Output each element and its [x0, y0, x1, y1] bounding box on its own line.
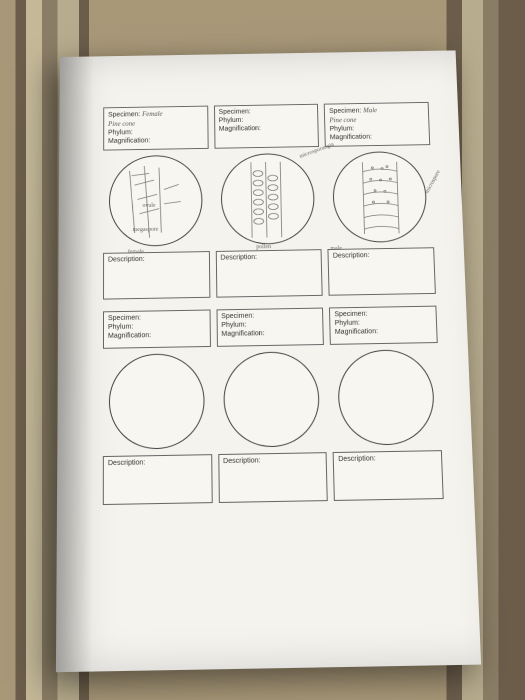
description-cell-6: Description: — [332, 450, 443, 501]
header-row-2: Specimen: Phylum: Magnification: Specime… — [102, 306, 437, 349]
observation-circle-3 — [331, 151, 427, 243]
header-cell-1: Specimen: Female Pine cone Phylum: Magni… — [103, 106, 208, 151]
specimen-value: Female — [142, 110, 162, 118]
specimen-label: Specimen: — [218, 108, 313, 116]
header-cell-4: Specimen: Phylum: Magnification: — [102, 310, 210, 349]
description-cell-5: Description: — [217, 452, 327, 503]
desc-label: Description: — [332, 252, 369, 259]
specimen-value: Male — [363, 107, 377, 115]
header-cell-3: Specimen: Male Pine cone Phylum: Magnifi… — [324, 102, 430, 147]
sketch-longitudinal — [221, 154, 315, 245]
observation-circle-2 — [220, 153, 315, 245]
extra-handwriting: Pine cone — [108, 119, 203, 128]
desc-label: Description: — [108, 256, 145, 263]
circle-row-1: ovule megaspore female microsporangia po… — [103, 151, 434, 247]
mag-label: Magnification: — [329, 133, 424, 141]
phylum-label: Phylum: — [329, 124, 424, 132]
desc-label: Description: — [220, 254, 257, 261]
specimen-label: Specimen: — [221, 312, 318, 321]
specimen-label: Specimen: — [329, 108, 361, 115]
mag-label: Magnification: — [218, 124, 313, 132]
sketch-male-cone — [332, 152, 427, 243]
header-cell-2: Specimen: Phylum: Magnification: — [213, 104, 319, 149]
observation-circle-6 — [336, 349, 435, 446]
circle-row-2 — [102, 349, 441, 450]
description-cell-2: Description: — [215, 249, 323, 298]
description-cell-1: Description: — [103, 251, 210, 300]
description-row-1: Description: Description: Description: — [103, 247, 436, 299]
phylum-label: Phylum: — [218, 116, 313, 124]
header-cell-5: Specimen: Phylum: Magnification: — [216, 308, 324, 347]
phylum-label: Phylum: — [334, 318, 432, 327]
observation-circle-1 — [109, 155, 203, 247]
annotation-pollen: pollen — [256, 244, 271, 250]
observation-circle-5 — [223, 351, 320, 448]
mag-label: Magnification: — [107, 331, 205, 340]
description-row-2: Description: Description: Description: — [102, 450, 443, 505]
mag-label: Magnification: — [221, 329, 319, 338]
worksheet-page: Specimen: Female Pine cone Phylum: Magni… — [55, 50, 480, 672]
annotation-male: male — [330, 246, 342, 252]
mag-label: Magnification: — [334, 327, 432, 336]
sketch-female-cone — [110, 156, 203, 247]
observation-circle-4 — [109, 353, 205, 450]
phylum-label: Phylum: — [221, 320, 318, 329]
desc-label: Description: — [223, 457, 261, 465]
desc-label: Description: — [107, 459, 144, 467]
specimen-label: Specimen: — [334, 310, 431, 319]
header-row-1: Specimen: Female Pine cone Phylum: Magni… — [103, 102, 430, 151]
annotation-microspore: microspore — [424, 169, 442, 194]
phylum-label: Phylum: — [107, 322, 204, 331]
description-cell-4: Description: — [102, 454, 212, 505]
specimen-label: Specimen: — [108, 111, 140, 118]
header-cell-6: Specimen: Phylum: Magnification: — [329, 306, 438, 345]
annotation-megaspore: megaspore — [132, 227, 158, 233]
mag-label: Magnification: — [108, 137, 203, 145]
annotation-ovule: ovule — [142, 203, 155, 209]
description-cell-3: Description: — [327, 247, 435, 295]
annotation-female: female — [127, 249, 143, 255]
phylum-label: Phylum: — [108, 128, 203, 136]
extra-handwriting: Pine cone — [329, 115, 424, 124]
specimen-label: Specimen: — [107, 314, 204, 323]
desc-label: Description: — [338, 455, 376, 463]
